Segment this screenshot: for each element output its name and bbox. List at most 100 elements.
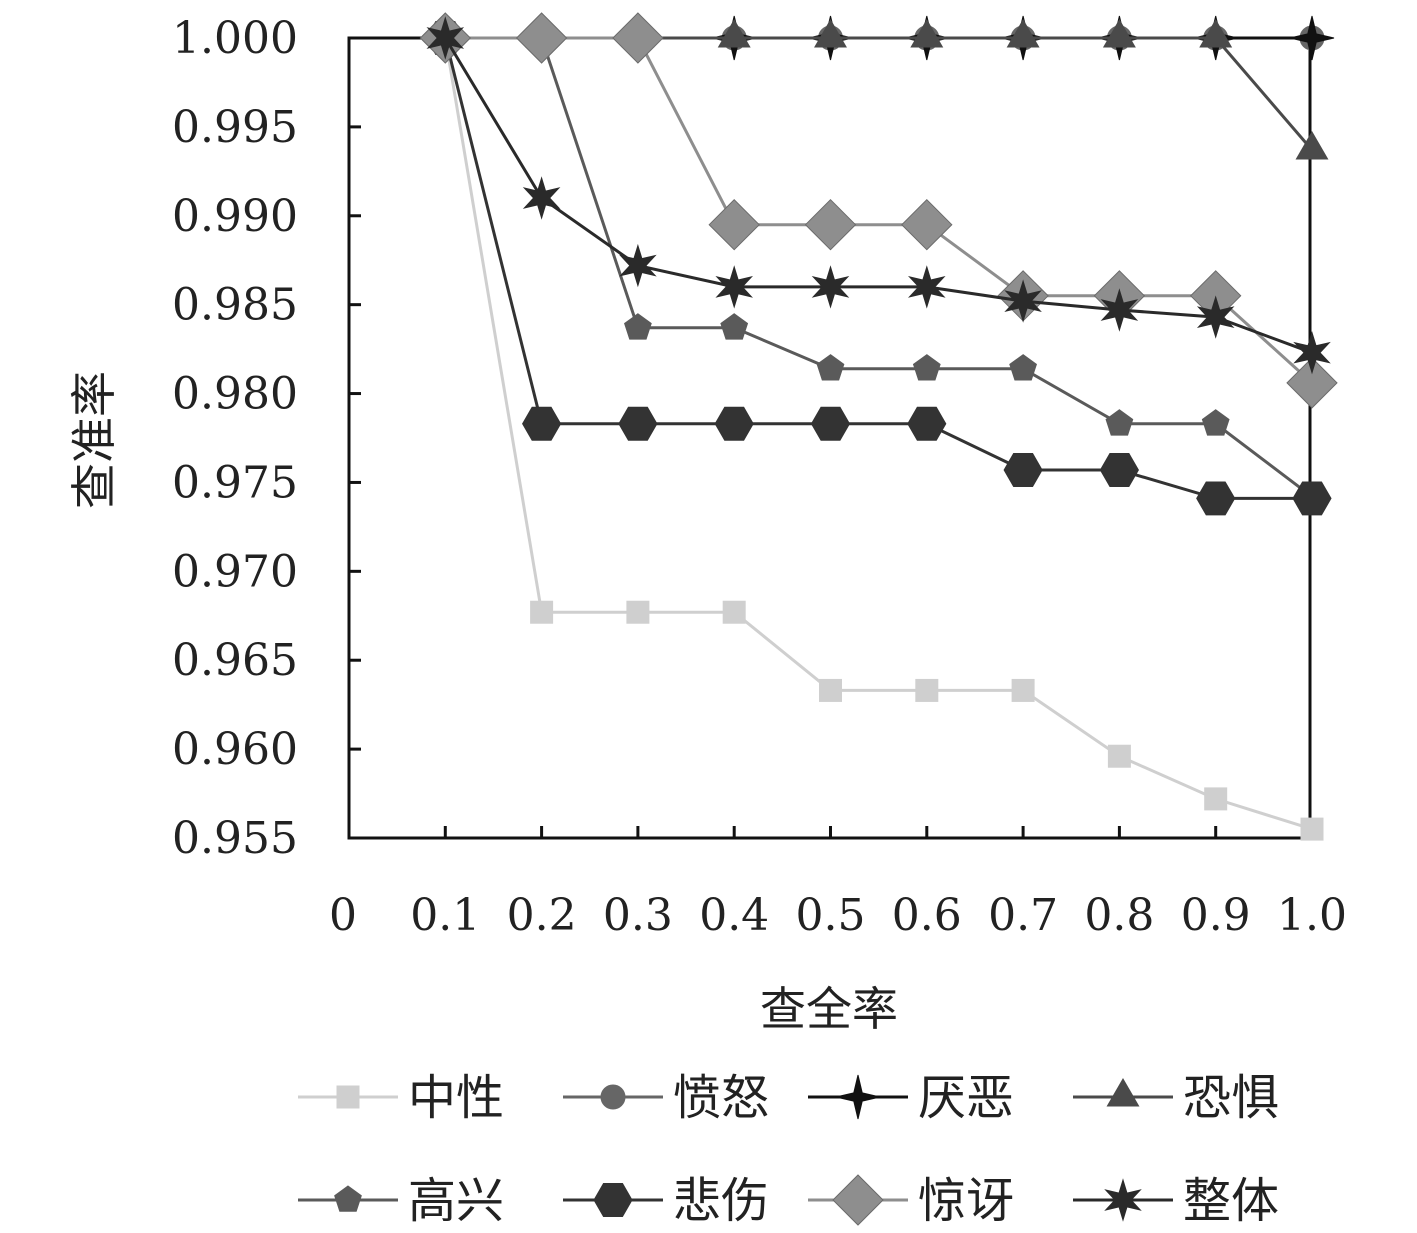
x-tick-label: 1.0 (1277, 890, 1347, 941)
y-tick-label: 0.955 (172, 813, 298, 864)
data-point (1199, 19, 1233, 48)
x-tick-label: 0.5 (796, 890, 866, 941)
data-point (912, 354, 941, 381)
data-point (612, 12, 664, 64)
data-point (810, 406, 851, 441)
data-point (1300, 817, 1324, 841)
x-tick-label: 0.7 (988, 890, 1058, 941)
legend-label: 整体 (1183, 1173, 1279, 1229)
y-axis-title: 查准率 (67, 371, 121, 509)
x-tick-label: 0.8 (1084, 890, 1154, 941)
data-point (1289, 15, 1335, 61)
series-line (445, 36, 1313, 498)
data-point (1196, 295, 1235, 339)
series-star (426, 16, 1331, 375)
data-point (1107, 744, 1131, 768)
legend-label: 中性 (408, 1070, 504, 1126)
data-point (714, 406, 754, 441)
data-point (515, 12, 568, 64)
legend-item: 恐惧 (1073, 1070, 1279, 1126)
data-point (804, 198, 857, 251)
legend-marker (832, 1174, 884, 1226)
data-point (1292, 481, 1332, 516)
data-point (618, 406, 658, 441)
legend-item: 整体 (1073, 1173, 1279, 1229)
legend-marker (334, 1185, 362, 1212)
y-tick-label: 0.970 (172, 546, 298, 597)
legend-label: 愤怒 (673, 1070, 769, 1126)
legend-marker (336, 1085, 360, 1109)
legend-marker (1104, 1178, 1142, 1222)
data-point (1009, 354, 1037, 381)
data-point (1201, 409, 1230, 436)
series-line (444, 37, 1313, 355)
y-tick-label: 0.975 (172, 457, 298, 508)
x-tick-label: 0.6 (892, 890, 962, 941)
legend-marker (600, 1084, 626, 1110)
x-tick-label: 0.9 (1181, 890, 1251, 941)
data-point (715, 265, 753, 309)
data-point (908, 265, 946, 309)
data-point (1004, 279, 1042, 323)
y-tick-label: 1.000 (172, 13, 298, 64)
data-point (530, 600, 554, 624)
legend-item: 惊讶 (808, 1173, 1014, 1229)
data-point (708, 198, 760, 251)
data-point (901, 198, 953, 251)
data-point (1196, 481, 1236, 516)
data-point (1006, 19, 1040, 48)
legend-item: 高兴 (298, 1173, 504, 1229)
x-tick-label: 0.1 (410, 890, 480, 941)
data-point (1099, 453, 1139, 487)
y-tick-label: 0.965 (172, 635, 298, 686)
data-point (1100, 288, 1139, 332)
data-point (522, 406, 562, 441)
data-point (811, 265, 850, 309)
y-axis-ticks: 1.000 0.995 0.990 0.985 0.980 0.975 0.970 0.965… (172, 13, 361, 864)
legend-label: 高兴 (408, 1173, 504, 1229)
legend-label: 惊讶 (918, 1173, 1014, 1229)
data-point (722, 600, 746, 624)
x-tick-label: 0 (329, 890, 357, 941)
data-point (1105, 409, 1134, 436)
data-point (915, 678, 939, 702)
legend-marker (593, 1183, 633, 1217)
data-point (907, 406, 947, 441)
y-tick-label: 0.990 (172, 191, 298, 242)
series-layer (419, 12, 1338, 841)
data-point (522, 176, 561, 220)
data-point (624, 313, 652, 340)
legend-item: 厌恶 (808, 1070, 1014, 1126)
legend-item: 愤怒 (563, 1070, 769, 1126)
data-point (1102, 19, 1136, 48)
data-point (1286, 357, 1338, 409)
legend-item: 中性 (298, 1070, 504, 1126)
data-point (717, 19, 751, 48)
data-point (720, 313, 749, 340)
x-axis-ticks: 0 0.1 0.2 0.3 0.4 0.5 0.6 0.7 0.8 0.9 1.0 (329, 826, 1347, 941)
series-line (445, 36, 1314, 385)
data-point (1204, 787, 1228, 811)
x-tick-label: 0.4 (699, 890, 769, 941)
x-tick-label: 0.2 (507, 890, 577, 941)
legend-label: 厌恶 (918, 1070, 1014, 1126)
legend-label: 恐惧 (1183, 1070, 1279, 1126)
series-line (445, 36, 1314, 151)
x-tick-label: 0.3 (603, 890, 673, 941)
data-point (626, 600, 650, 624)
y-tick-label: 0.985 (172, 280, 298, 331)
series-pentagon (431, 23, 1326, 509)
series-square (433, 26, 1324, 841)
y-tick-label: 0.995 (172, 102, 298, 153)
series-line (443, 37, 1312, 500)
legend-item: 悲伤 (563, 1173, 769, 1229)
data-point (426, 16, 465, 60)
data-point (816, 354, 845, 381)
legend-marker (835, 1074, 881, 1120)
data-point (910, 19, 944, 48)
legend-marker (1106, 1078, 1140, 1107)
series-line (443, 37, 1313, 831)
y-tick-label: 0.980 (172, 369, 298, 420)
data-point (1011, 678, 1035, 702)
